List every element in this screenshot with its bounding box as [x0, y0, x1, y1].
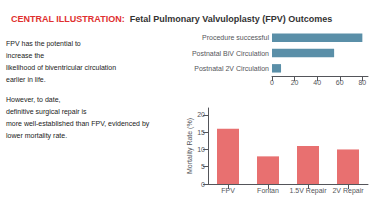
svg-text:0: 0 [201, 181, 205, 188]
svg-text:Procedure successful: Procedure successful [202, 34, 269, 41]
svg-text:1.5V Repair: 1.5V Repair [290, 187, 328, 195]
svg-text:60: 60 [336, 79, 344, 86]
svg-text:likelihood of biventricular ci: likelihood of biventricular circulation [6, 64, 116, 71]
svg-text:40: 40 [313, 79, 321, 86]
svg-text:15: 15 [197, 129, 205, 136]
svg-text:FPV has the potential to: FPV has the potential to [6, 40, 81, 48]
svg-text:more well-established than FPV: more well-established than FPV, evidence… [6, 120, 150, 128]
svg-text:0: 0 [270, 79, 274, 86]
svg-text:Postnatal BiV Circulation: Postnatal BiV Circulation [192, 50, 269, 57]
svg-text:However, to date,: However, to date, [6, 96, 61, 103]
svg-text:2V Repair: 2V Repair [332, 187, 364, 195]
svg-text:Fetal Pulmonary Valvuloplasty: Fetal Pulmonary Valvuloplasty (FPV) Outc… [130, 14, 333, 24]
svg-text:increase the: increase the [6, 52, 44, 59]
svg-text:earlier in life.: earlier in life. [6, 76, 46, 83]
svg-text:Mortality Rate (%): Mortality Rate (%) [186, 118, 194, 174]
svg-text:Fontan: Fontan [257, 187, 279, 194]
svg-text:lower mortality rate.: lower mortality rate. [6, 132, 67, 140]
svg-text:80: 80 [358, 79, 366, 86]
svg-text:definitive surgical repair is: definitive surgical repair is [6, 108, 87, 116]
svg-text:20: 20 [291, 79, 299, 86]
svg-text:5: 5 [201, 163, 205, 170]
svg-text:20: 20 [197, 111, 205, 118]
svg-text:Postnatal 2V Circulation: Postnatal 2V Circulation [194, 65, 269, 72]
svg-text:FPV: FPV [221, 187, 235, 194]
svg-text:CENTRAL ILLUSTRATION:: CENTRAL ILLUSTRATION: [11, 14, 125, 24]
svg-text:10: 10 [197, 146, 205, 153]
